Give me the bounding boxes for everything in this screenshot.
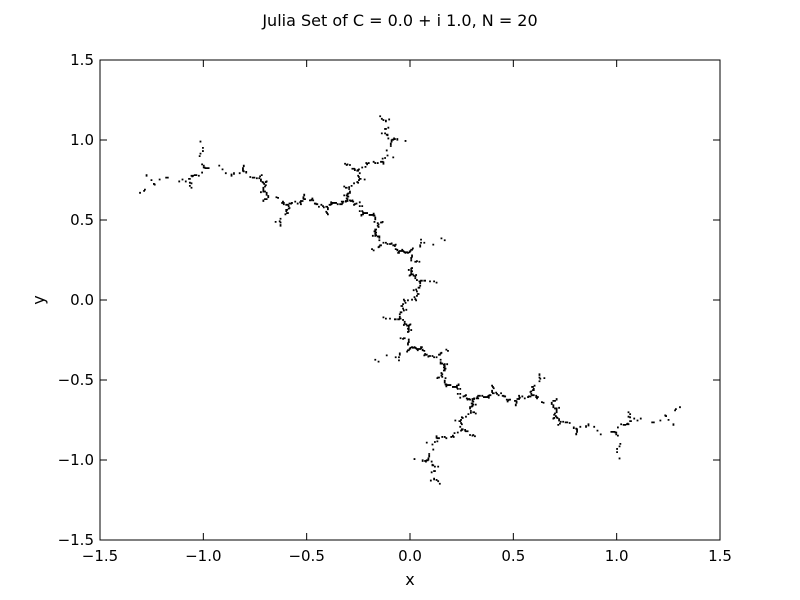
y-tick-label: 0.0 bbox=[70, 291, 94, 309]
x-tick-label: −1.0 bbox=[185, 547, 221, 565]
x-tick-label: 0.0 bbox=[398, 547, 422, 565]
x-axis-ticks: −1.5 −1.0 −0.5 0.0 0.5 1.0 1.5 bbox=[82, 60, 732, 565]
x-tick-label: −1.5 bbox=[82, 547, 118, 565]
plot-area bbox=[99, 59, 721, 541]
x-axis-label: x bbox=[405, 570, 414, 589]
y-tick-label: −1.5 bbox=[58, 531, 94, 549]
y-tick-label: −1.0 bbox=[58, 451, 94, 469]
plot-background bbox=[100, 60, 720, 540]
chart-title: Julia Set of C = 0.0 + i 1.0, N = 20 bbox=[261, 11, 537, 30]
x-tick-label: 1.0 bbox=[605, 547, 629, 565]
y-tick-label: 1.0 bbox=[70, 131, 94, 149]
y-tick-label: 0.5 bbox=[70, 211, 94, 229]
x-tick-label: 1.5 bbox=[708, 547, 732, 565]
y-axis-label: y bbox=[29, 295, 48, 304]
x-tick-label: 0.5 bbox=[501, 547, 525, 565]
y-tick-label: −0.5 bbox=[58, 371, 94, 389]
y-tick-label: 1.5 bbox=[70, 51, 94, 69]
x-tick-label: −0.5 bbox=[288, 547, 324, 565]
y-axis-ticks: −1.5 −1.0 −0.5 0.0 0.5 1.0 1.5 bbox=[58, 51, 720, 549]
